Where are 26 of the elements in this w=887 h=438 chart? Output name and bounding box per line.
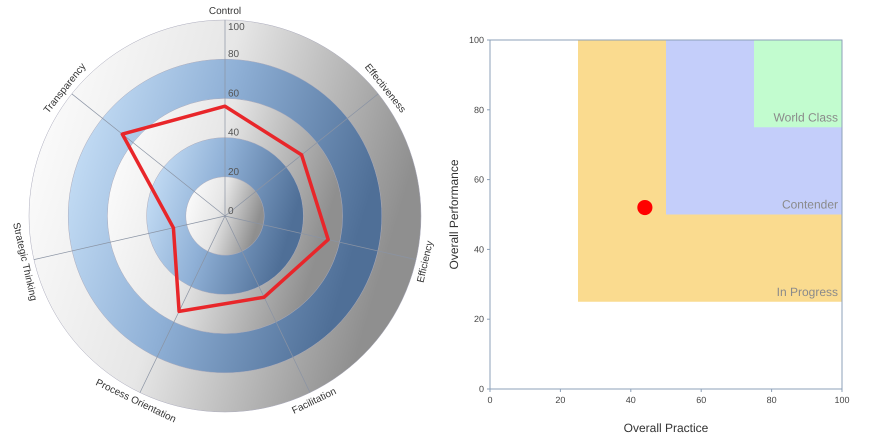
- spoke-label: Control: [208, 6, 242, 18]
- y-tick-label: 0: [478, 384, 484, 394]
- y-tick-label: 60: [474, 174, 484, 185]
- y-tick-label: 100: [228, 22, 246, 33]
- x-tick-label: 0: [487, 395, 493, 405]
- x-tick-label: 20: [555, 395, 566, 405]
- y-tick-label: 80: [228, 49, 240, 60]
- band-label: In Progress: [776, 284, 838, 299]
- y-tick-label: 20: [474, 314, 484, 324]
- y-tick-label: 80: [474, 104, 484, 115]
- y-tick-label: 100: [468, 35, 484, 45]
- y-tick-label: 20: [228, 166, 240, 178]
- x-tick-label: 60: [696, 395, 706, 405]
- band-label: World Class: [774, 110, 838, 124]
- y-tick-label: 40: [474, 244, 484, 254]
- spoke-label: Strategic Thinking: [10, 222, 39, 302]
- x-tick-label: 40: [626, 395, 636, 405]
- spoke-label: Efficiency: [416, 240, 436, 284]
- x-axis-title: Overall Practice: [624, 421, 709, 435]
- y-tick-label: 60: [228, 88, 240, 100]
- y-tick-label: 40: [228, 128, 240, 139]
- x-tick-label: 100: [834, 395, 850, 405]
- band-label: Contender: [782, 198, 838, 212]
- y-axis-title: Overall Performance: [447, 159, 461, 270]
- y-tick-label: 0: [228, 206, 234, 217]
- x-tick-label: 80: [766, 395, 777, 405]
